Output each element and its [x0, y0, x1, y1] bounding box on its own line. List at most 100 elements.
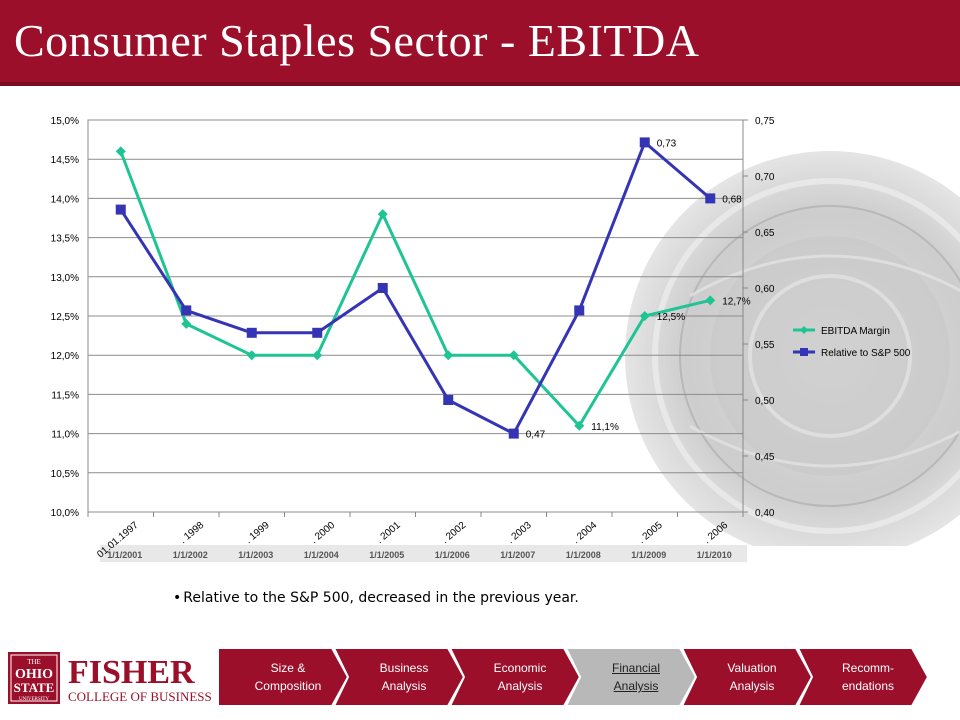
y-left-tick-label: 13,5%	[51, 234, 79, 245]
secondary-x-tick-label: 1/1/2006	[435, 550, 470, 560]
nav-tab-4[interactable]: Valuation Analysis	[682, 648, 812, 706]
y-left-tick-label: 12,0%	[51, 351, 79, 362]
data-point-ebitda-margin	[574, 420, 585, 431]
data-label: 0,68	[722, 194, 742, 205]
secondary-axis-strip	[100, 545, 747, 562]
y-left-tick-label: 13,0%	[51, 273, 79, 284]
data-point-relative-sp500	[443, 395, 454, 405]
data-point-relative-sp500	[574, 305, 585, 316]
y-left-tick-label: 11,5%	[51, 390, 79, 401]
y-right-tick-label: 0,70	[755, 172, 775, 183]
bullet-icon: •	[173, 590, 182, 606]
y-right-tick-label: 0,45	[755, 452, 775, 463]
logo-seal-top: THE	[27, 658, 41, 666]
data-point-ebitda-margin	[705, 295, 716, 306]
secondary-x-tick-label: 1/1/2008	[566, 550, 601, 560]
nav-tab-label: Financial Analysis	[611, 661, 661, 693]
data-label: 12,5%	[657, 312, 685, 323]
x-tick-label: . 2006	[702, 520, 731, 547]
data-point-ebitda-margin	[115, 146, 126, 157]
logo-main-text: FISHER	[68, 654, 195, 691]
data-point-relative-sp500	[705, 193, 716, 204]
x-tick-label: . 1999	[243, 520, 272, 547]
secondary-x-tick-label: 1/1/2003	[238, 550, 273, 560]
data-point-ebitda-margin	[312, 350, 323, 361]
x-tick-label: . 2000	[309, 520, 338, 547]
nav-tab-label: Economic Analysis	[493, 661, 547, 693]
section-nav: Size & Composition Business Analysis Econo…	[218, 648, 954, 706]
y-right-tick-label: 0,60	[755, 284, 775, 295]
legend-marker-diamond	[800, 326, 808, 334]
title-bar: Consumer Staples Sector - EBITDA	[0, 0, 960, 86]
data-label: 0,47	[526, 430, 546, 441]
y-left-tick-label: 15,0%	[51, 116, 79, 127]
data-label: 11,1%	[591, 422, 619, 433]
y-right-tick-label: 0,65	[755, 228, 775, 239]
nav-tab-2[interactable]: Economic Analysis	[450, 648, 580, 706]
secondary-x-tick-label: 1/1/2002	[173, 550, 208, 560]
data-point-ebitda-margin	[443, 350, 454, 361]
secondary-x-tick-label: 1/1/2010	[697, 550, 732, 560]
series-line-relative-sp500	[119, 140, 712, 436]
logo-seal-mid: OHIO	[15, 667, 53, 682]
data-point-ebitda-margin	[508, 350, 519, 361]
x-tick-label: . 2001	[374, 520, 403, 547]
nav-tab-label: Business Analysis	[379, 661, 429, 693]
y-right-tick-label: 0,40	[755, 508, 775, 519]
nav-chevron-icon	[798, 648, 928, 706]
nav-chevron-icon	[218, 648, 348, 706]
y-left-tick-label: 10,0%	[51, 508, 79, 519]
x-tick-label: . 2002	[440, 520, 469, 547]
ebitda-chart: 10,0% 10,5% 11,0% 11,5% 12,0% 12,5% 13,0% 13,5%…	[51, 116, 911, 562]
nav-tab-label: Size & Composition	[254, 661, 322, 693]
logo-sub-text: COLLEGE OF BUSINESS	[68, 689, 212, 704]
y-left-tick-label: 12,5%	[51, 312, 79, 323]
y-right-tick-label: 0,55	[755, 340, 775, 351]
note-text: Relative to the S&P 500, decreased in th…	[183, 590, 579, 606]
x-tick-label: . 2003	[505, 520, 534, 547]
y-left-tick-label: 10,5%	[51, 469, 79, 480]
x-tick-label: . 2005	[636, 520, 665, 547]
legend-label: Relative to S&P 500	[821, 348, 911, 359]
data-point-relative-sp500	[181, 305, 192, 316]
y-left-tick-label: 14,5%	[51, 155, 79, 166]
data-point-ebitda-margin	[377, 209, 388, 220]
data-point-relative-sp500	[508, 428, 519, 439]
fisher-college-logo: THE OHIO STATE UNIVERSITY FISHER COLLEGE…	[8, 652, 212, 704]
data-point-relative-sp500	[115, 204, 126, 215]
secondary-x-tick-label: 1/1/2005	[369, 550, 404, 560]
secondary-x-tick-label: 1/1/2004	[304, 550, 339, 560]
nav-chevron-icon	[450, 648, 580, 706]
x-tick-label: . 2004	[571, 520, 600, 547]
nav-tab-5[interactable]: Recomm- endations	[798, 648, 928, 706]
y-right-tick-label: 0,50	[755, 396, 775, 407]
data-point-ebitda-margin	[639, 311, 650, 321]
data-label: 0,73	[657, 138, 677, 149]
data-point-relative-sp500	[377, 283, 388, 293]
legend-label: EBITDA Margin	[821, 326, 890, 337]
data-point-ebitda-margin	[181, 318, 192, 329]
nav-chevron-icon	[682, 648, 812, 706]
nav-tab-label: Valuation Analysis	[727, 661, 777, 693]
seal-watermark-icon	[625, 151, 960, 546]
nav-chevron-icon	[566, 648, 696, 706]
logo-seal-bottom: STATE	[14, 680, 55, 695]
nav-chevron-icon	[334, 648, 464, 706]
logo-seal-uni: UNIVERSITY	[19, 697, 49, 702]
data-point-relative-sp500	[246, 327, 257, 338]
data-label: 12,7%	[722, 296, 750, 307]
nav-tab-3[interactable]: Financial Analysis	[566, 648, 696, 706]
secondary-x-tick-label: 1/1/2009	[631, 550, 666, 560]
slide-title: Consumer Staples Sector - EBITDA	[14, 15, 700, 66]
y-left-tick-label: 14,0%	[51, 194, 79, 205]
data-point-ebitda-margin	[246, 350, 257, 361]
nav-tab-1[interactable]: Business Analysis	[334, 648, 464, 706]
secondary-x-tick-label: 1/1/2001	[107, 550, 142, 560]
data-point-relative-sp500	[639, 137, 650, 148]
nav-tab-0[interactable]: Size & Composition	[218, 648, 348, 706]
nav-tab-label: Recomm- endations	[841, 661, 895, 693]
series-line-ebitda-margin	[119, 150, 711, 428]
bullet-note: • Relative to the S&P 500, decreased in t…	[173, 590, 579, 606]
y-right-tick-label: 0,75	[755, 116, 775, 127]
data-point-relative-sp500	[312, 327, 323, 338]
